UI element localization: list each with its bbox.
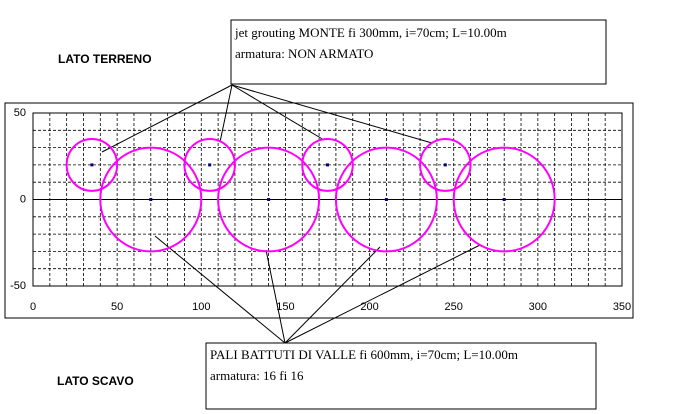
circle-section xyxy=(65,137,119,192)
plot-area xyxy=(32,112,623,287)
center-point xyxy=(502,198,506,201)
annotation-text: armatura: 16 fi 16 xyxy=(210,368,304,383)
x-tick-label: 250 xyxy=(445,301,463,313)
center-point xyxy=(384,198,388,201)
side-label: LATO SCAVO xyxy=(57,374,134,388)
x-tick-label: 0 xyxy=(30,301,36,313)
center-point xyxy=(208,163,212,167)
circle-section xyxy=(452,146,556,253)
x-tick-label: 300 xyxy=(529,301,547,313)
center-point xyxy=(326,163,329,167)
x-tick-label: 100 xyxy=(192,301,210,313)
x-tick-label: 200 xyxy=(360,301,378,313)
y-tick-label: -50 xyxy=(10,280,26,292)
leader-lines xyxy=(101,84,481,344)
x-tick-label: 50 xyxy=(111,301,123,313)
y-tick-label: 0 xyxy=(20,193,26,205)
center-point xyxy=(443,163,447,167)
annotation-text: armatura: NON ARMATO xyxy=(235,46,373,61)
circle-section xyxy=(301,137,354,192)
annotation-text: jet grouting MONTE fi 300mm, i=70cm; L=1… xyxy=(234,25,507,40)
center-point xyxy=(149,198,153,201)
center-point xyxy=(267,198,271,201)
x-tick-label: 350 xyxy=(613,301,631,313)
circle-section xyxy=(183,137,236,192)
side-label: LATO TERRENO xyxy=(58,52,152,66)
x-tick-label: 150 xyxy=(276,301,294,313)
annotation-text: PALI BATTUTI DI VALLE fi 600mm, i=70cm; … xyxy=(210,347,518,362)
annotation-box xyxy=(230,19,607,85)
circle-section xyxy=(334,146,438,253)
circle-section xyxy=(419,137,472,192)
circle-section xyxy=(217,146,321,253)
y-tick-label: 50 xyxy=(14,107,26,119)
annotation-box xyxy=(205,342,597,410)
center-point xyxy=(90,163,94,167)
circle-section xyxy=(99,146,203,253)
